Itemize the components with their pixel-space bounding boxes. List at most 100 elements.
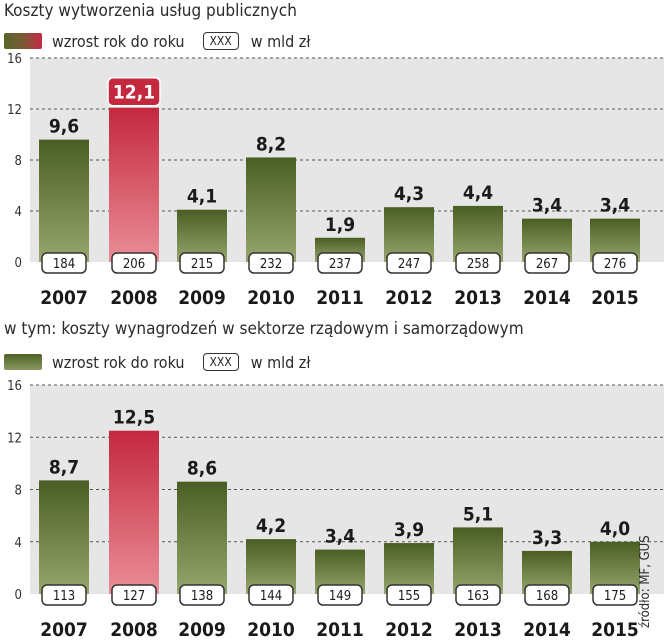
x-tick-label: 2014: [523, 619, 571, 640]
chart-2: 0 4 8 12 16 8,7 113 2007 12,5 127 2008 8,6 138 2009 4,…: [7, 379, 664, 640]
bar: [246, 157, 296, 262]
legend-unit-label: w mld zł: [250, 31, 311, 51]
amount-box: [248, 252, 294, 274]
amount-box: [111, 252, 157, 274]
y-tick-label: 8: [15, 154, 22, 169]
chart2-legend: wzrost rok do roku XXX w mld zł: [4, 351, 310, 373]
chart2-title: w tym: koszty wynagrodzeń w sektorze rzą…: [4, 319, 524, 339]
y-tick-label: 0: [15, 588, 22, 603]
legend-growth-label: wzrost rok do roku: [52, 352, 185, 372]
legend-growth-swatch: [4, 354, 42, 370]
amount-label: 149: [329, 589, 351, 604]
bar-value-label: 3,4: [532, 195, 562, 217]
bar-value-label: 8,2: [256, 133, 286, 155]
y-tick-label: 4: [15, 205, 22, 220]
amount-box: [592, 252, 638, 274]
bar-value-label: 4,2: [256, 515, 286, 537]
bar-value-label: 4,0: [600, 518, 630, 540]
legend-growth-label: wzrost rok do roku: [52, 31, 185, 51]
legend-growth-swatch: [4, 33, 42, 49]
x-tick-label: 2010: [247, 619, 295, 640]
legend-amount-box: XXX: [202, 32, 239, 50]
amount-box: [179, 252, 225, 274]
amount-box: [524, 252, 570, 274]
bar: [39, 139, 89, 262]
amount-box: [317, 252, 363, 274]
bar-value-label: 4,3: [394, 183, 424, 205]
amount-label: 175: [604, 589, 626, 604]
chart1-legend: wzrost rok do roku XXX w mld zł: [4, 30, 310, 52]
amount-label: 155: [398, 589, 420, 604]
amount-label: 184: [53, 257, 75, 272]
amount-label: 237: [329, 257, 351, 272]
x-tick-label: 2008: [110, 619, 158, 640]
bar-value-label: 3,4: [325, 526, 355, 548]
x-tick-label: 2015: [591, 619, 639, 640]
amount-box: [41, 252, 87, 274]
amount-box: [524, 584, 570, 606]
bar-value-label: 12,5: [113, 407, 155, 429]
amount-label: 168: [536, 589, 558, 604]
x-tick-label: 2015: [591, 287, 639, 309]
bar-highlight: [109, 107, 159, 262]
amount-box: [41, 584, 87, 606]
bar-value-label: 8,6: [187, 458, 217, 480]
bar-value-label: 3,9: [394, 519, 424, 541]
x-tick-label: 2012: [385, 619, 433, 640]
x-tick-label: 2011: [316, 287, 364, 309]
source-note: źródło: MF, GUS: [638, 535, 653, 628]
amount-label: 258: [467, 257, 489, 272]
bar-value-label: 9,6: [49, 116, 79, 138]
highlight-value-box: [107, 76, 161, 107]
x-tick-label: 2012: [385, 287, 433, 309]
x-tick-label: 2007: [40, 287, 88, 309]
amount-box: [386, 584, 432, 606]
bar-value-label: 4,1: [187, 186, 217, 208]
amount-box: [179, 584, 225, 606]
amount-box: [111, 584, 157, 606]
x-tick-label: 2008: [110, 287, 158, 309]
chart-1: 0 4 8 12 16 9,6 184 2007 12,1 206 2008 4,1 215 2009 8,…: [7, 52, 664, 309]
x-tick-label: 2011: [316, 619, 364, 640]
bar-highlight: [109, 430, 159, 594]
bar-value-label: 3,4: [600, 195, 630, 217]
amount-label: 113: [53, 589, 75, 604]
y-tick-label: 12: [7, 431, 22, 446]
y-tick-label: 8: [15, 484, 22, 499]
x-tick-label: 2013: [454, 287, 502, 309]
y-tick-label: 0: [15, 256, 22, 271]
y-tick-label: 12: [7, 103, 22, 118]
bar-value-label: 1,9: [325, 214, 355, 236]
amount-label: 144: [260, 589, 282, 604]
amount-box: [248, 584, 294, 606]
amount-label: 267: [536, 257, 558, 272]
amount-label: 215: [191, 257, 213, 272]
bar: [177, 481, 227, 594]
bar-value-label: 4,4: [463, 182, 493, 204]
x-tick-label: 2013: [454, 619, 502, 640]
amount-box: [386, 252, 432, 274]
x-tick-label: 2010: [247, 287, 295, 309]
y-tick-label: 16: [7, 52, 22, 67]
amount-box: [455, 584, 501, 606]
y-tick-label: 4: [15, 536, 22, 551]
bar: [39, 480, 89, 594]
amount-label: 163: [467, 589, 489, 604]
amount-box: [455, 252, 501, 274]
amount-label: 276: [604, 257, 626, 272]
chart1-title: Koszty wytworzenia usług publicznych: [4, 1, 297, 21]
amount-label: 127: [123, 589, 145, 604]
amount-label: 247: [398, 257, 420, 272]
y-tick-label: 16: [7, 379, 22, 394]
bar-value-label: 8,7: [49, 456, 79, 478]
amount-label: 206: [123, 257, 145, 272]
x-tick-label: 2014: [523, 287, 571, 309]
legend-unit-label: w mld zł: [250, 352, 311, 372]
x-tick-label: 2009: [178, 287, 226, 309]
bar: [453, 527, 503, 594]
x-tick-label: 2009: [178, 619, 226, 640]
bar-value-label: 3,3: [532, 527, 562, 549]
bar-value-label: 12,1: [113, 82, 155, 104]
